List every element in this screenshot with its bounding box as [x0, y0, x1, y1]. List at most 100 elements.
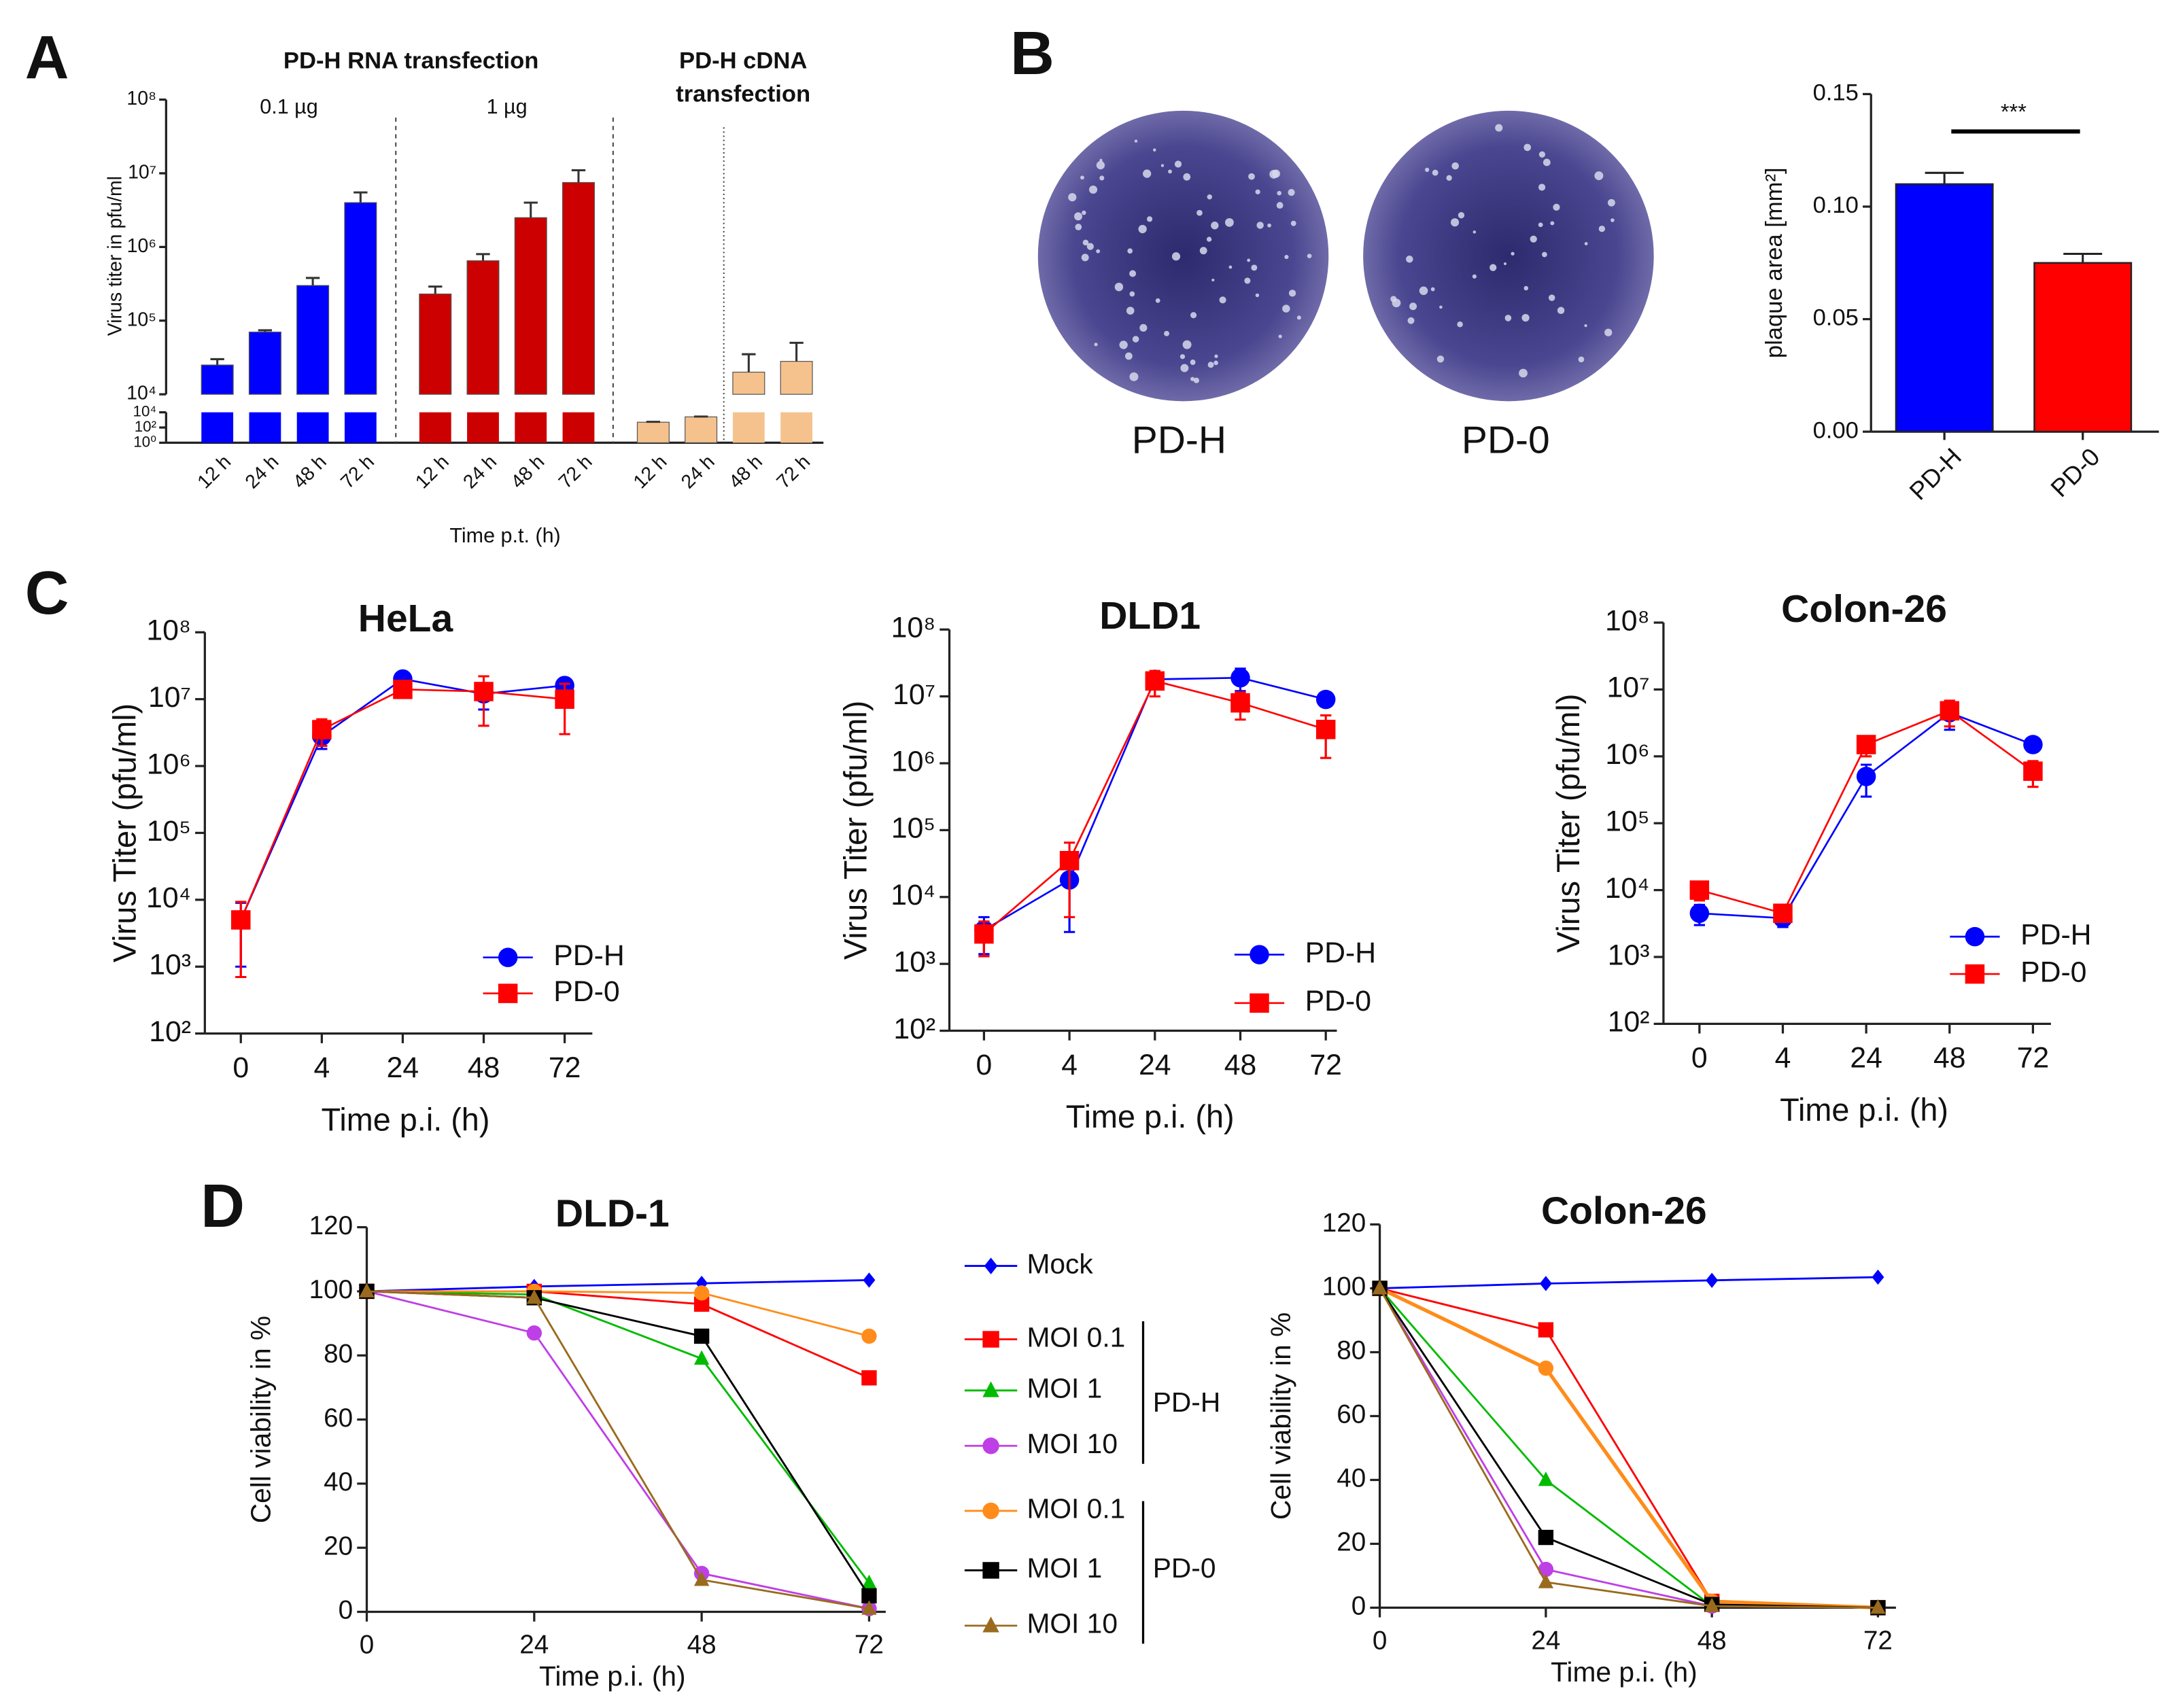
- plaque: [1457, 321, 1463, 328]
- x-tick-label: 72: [549, 1051, 581, 1084]
- plaque: [1248, 173, 1255, 180]
- plaque: [1538, 184, 1546, 191]
- plaque: [1276, 202, 1284, 209]
- plaque: [1521, 313, 1530, 322]
- x-tick-label: 0: [232, 1051, 249, 1084]
- plaque: [1523, 143, 1532, 152]
- y-tick-label: 10⁸: [146, 614, 191, 647]
- plaque: [1432, 169, 1439, 176]
- plaque: [1219, 296, 1226, 304]
- y-axis-label: Cell viability in %: [1265, 1312, 1296, 1520]
- plaque: [1430, 287, 1435, 292]
- plaque: [1096, 160, 1105, 170]
- plaque: [1436, 355, 1445, 363]
- series-line: [366, 1290, 869, 1610]
- plaque: [1594, 171, 1604, 181]
- plaque: [1094, 343, 1098, 347]
- y-tick-label: 10⁴: [133, 403, 157, 420]
- series-line: [1379, 1287, 1878, 1609]
- y-axis-label: Cell viability in %: [245, 1316, 277, 1523]
- header: PD-H RNA transfection: [283, 48, 538, 74]
- panel-label: C: [25, 559, 69, 627]
- plaque: [1196, 209, 1203, 216]
- marker: [693, 1328, 710, 1344]
- marker: [1538, 1573, 1554, 1588]
- plaque: [1168, 169, 1172, 174]
- plaque: [1530, 235, 1537, 243]
- x-tick-label: 12 h: [630, 451, 672, 493]
- y-tick-label: 10⁸: [891, 612, 936, 644]
- legend-label: PD-H: [2020, 918, 2091, 951]
- x-tick-label: 4: [1775, 1042, 1791, 1075]
- plaque: [1255, 189, 1260, 194]
- marker: [498, 983, 518, 1003]
- marker: [861, 1328, 877, 1344]
- plaque: [1504, 315, 1512, 321]
- plaque: [1523, 285, 1529, 291]
- plaque: [1096, 249, 1101, 254]
- y-tick-label: 10⁸: [126, 88, 156, 109]
- bar: [780, 412, 812, 443]
- plaque: [1503, 262, 1507, 266]
- plaque: [1288, 290, 1296, 297]
- marker: [1250, 993, 1269, 1013]
- x-axis-label: Time p.i. (h): [1780, 1092, 1948, 1128]
- plaque: [1439, 305, 1443, 309]
- x-tick-label: 4: [1061, 1049, 1078, 1081]
- bar: [344, 412, 377, 443]
- plaque: [1489, 264, 1497, 271]
- plaque: [1138, 224, 1147, 234]
- panel-label: A: [25, 23, 69, 91]
- plaque: [1164, 330, 1170, 336]
- photo-label: PD-H: [1132, 418, 1226, 461]
- marker: [984, 1257, 998, 1274]
- marker: [1539, 1276, 1552, 1291]
- marker: [861, 1600, 877, 1615]
- plaque: [1282, 304, 1290, 313]
- plaque: [1495, 124, 1503, 132]
- plaque: [1451, 162, 1459, 170]
- y-tick-label: 10²: [893, 1013, 935, 1045]
- bar: [467, 412, 499, 443]
- y-axis-label: Virus titer in pfu/ml: [105, 176, 126, 336]
- legend-label: PD-H: [553, 939, 624, 972]
- y-tick-label: 10⁰: [133, 433, 156, 450]
- plaque: [1114, 282, 1124, 292]
- marker: [693, 1285, 710, 1301]
- legend-label: MOI 0.1: [1027, 1493, 1126, 1524]
- marker: [1773, 903, 1793, 923]
- plaque: [1543, 158, 1551, 167]
- header: PD-H cDNA: [679, 48, 807, 74]
- x-tick-label: 48 h: [289, 451, 331, 493]
- plaque: [1446, 175, 1452, 181]
- series-line: [1379, 1287, 1878, 1610]
- bar: [780, 361, 813, 395]
- x-axis-label: Time p.i. (h): [322, 1102, 490, 1137]
- marker: [1230, 693, 1250, 713]
- marker: [1315, 689, 1336, 710]
- plaque: [1538, 222, 1543, 228]
- plaque: [1548, 294, 1555, 301]
- marker: [1704, 1597, 1720, 1613]
- y-tick-label: 0: [1351, 1592, 1366, 1621]
- y-tick-label: 120: [1322, 1208, 1366, 1238]
- marker: [693, 1571, 710, 1586]
- plaque: [1080, 175, 1084, 180]
- plaque: [1284, 255, 1289, 260]
- x-tick-label: 48: [1698, 1626, 1727, 1656]
- plaque: [1160, 164, 1165, 167]
- y-tick-label: 10⁶: [891, 745, 935, 778]
- marker: [861, 1574, 877, 1590]
- marker: [526, 1289, 542, 1304]
- plaque: [1099, 158, 1103, 162]
- marker: [1059, 850, 1080, 871]
- marker: [1315, 720, 1336, 739]
- marker: [1689, 880, 1710, 900]
- plaque: [1553, 203, 1560, 211]
- bar: [562, 181, 595, 395]
- y-tick-label: 10⁴: [1605, 872, 1650, 905]
- marker: [1689, 903, 1710, 923]
- plaque: [1126, 307, 1135, 315]
- marker: [1856, 767, 1876, 786]
